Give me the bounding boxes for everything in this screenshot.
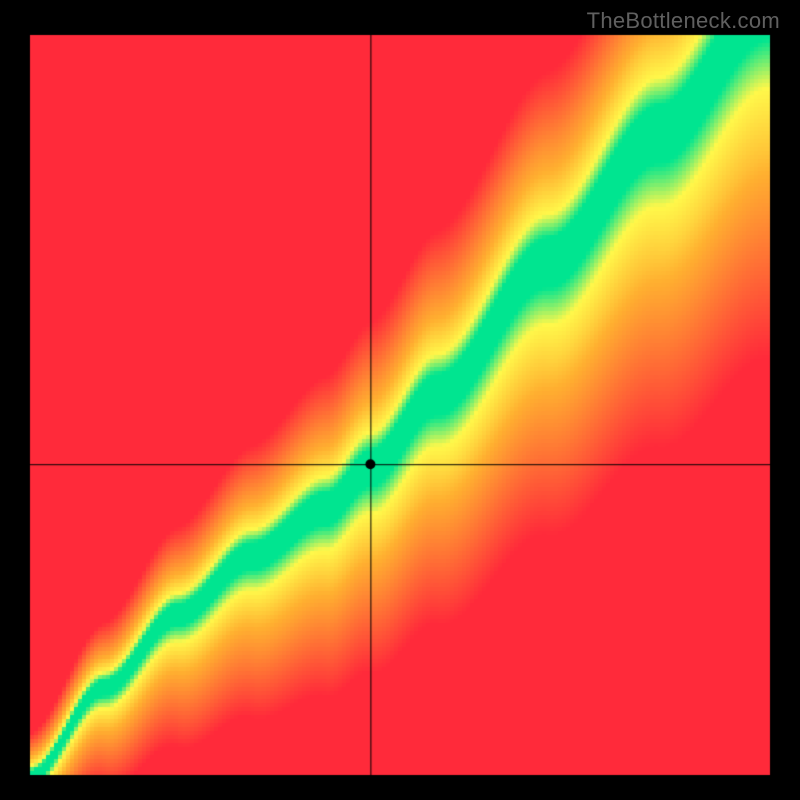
watermark-text: TheBottleneck.com [587, 8, 780, 34]
chart-container: TheBottleneck.com [0, 0, 800, 800]
bottleneck-heatmap-canvas [0, 0, 800, 800]
